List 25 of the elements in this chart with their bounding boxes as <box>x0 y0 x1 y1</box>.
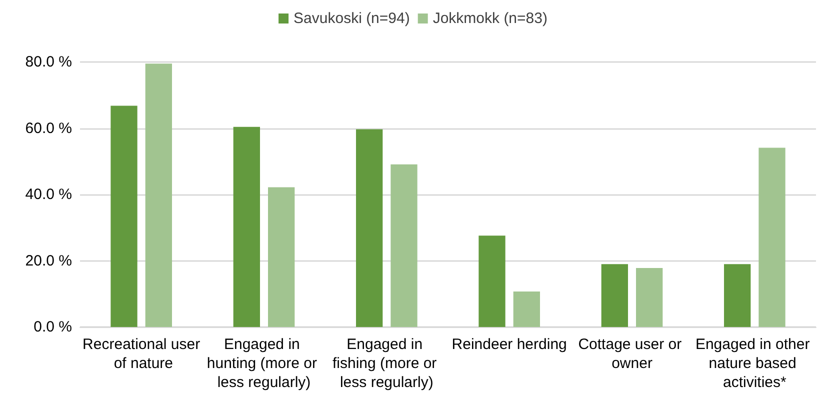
bar <box>233 126 260 327</box>
bar <box>110 106 138 327</box>
legend-label: Savukoski (n=94) <box>294 10 410 27</box>
y-tick-label: 40.0 % <box>25 186 72 203</box>
bar <box>145 64 172 327</box>
bar <box>758 148 786 327</box>
x-tick-label: Cottage user or owner <box>578 336 686 372</box>
x-tick-label: Engaged in other nature based activities* <box>695 336 814 391</box>
x-tick-label: Recreational user of nature <box>82 336 200 372</box>
bar <box>390 164 418 327</box>
bar <box>478 236 506 327</box>
bar <box>724 264 751 327</box>
y-tick-label: 60.0 % <box>25 120 72 137</box>
x-tick-label: Engaged in hunting (more or less regularly) <box>206 336 322 391</box>
y-tick-label: 80.0 % <box>25 54 72 70</box>
bar <box>601 264 628 327</box>
legend-label: Jokkmokk (n=83) <box>432 10 548 27</box>
y-tick-label: 0.0 % <box>34 318 72 336</box>
bar <box>356 129 383 327</box>
x-tick-label: Engaged in fishing (more or less regularly) <box>332 336 441 391</box>
bar <box>268 187 295 327</box>
bar <box>513 292 540 327</box>
bar <box>636 268 663 327</box>
x-tick-label: Reindeer herding <box>452 336 567 353</box>
y-tick-label: 20.0 % <box>25 252 72 270</box>
